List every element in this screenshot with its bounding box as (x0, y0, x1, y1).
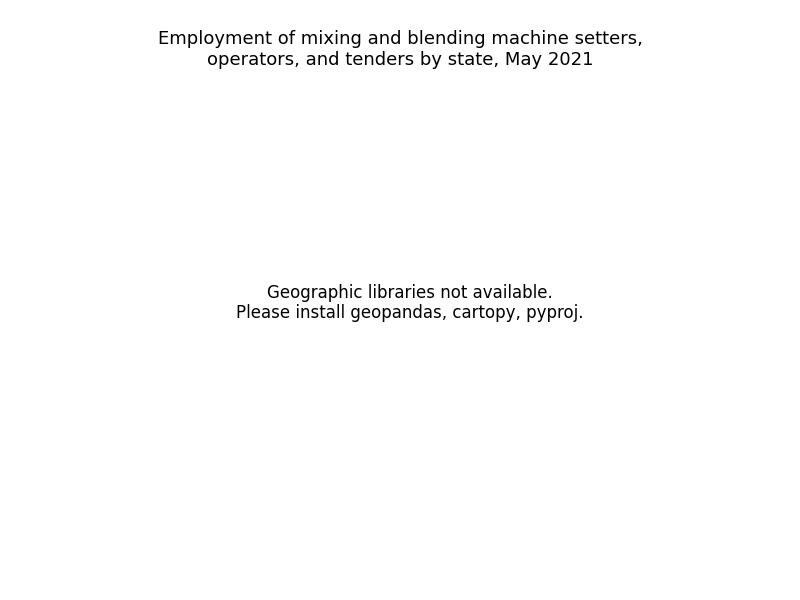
Text: Employment of mixing and blending machine setters,
operators, and tenders by sta: Employment of mixing and blending machin… (158, 30, 642, 69)
Text: Geographic libraries not available.
Please install geopandas, cartopy, pyproj.: Geographic libraries not available. Plea… (236, 284, 584, 322)
